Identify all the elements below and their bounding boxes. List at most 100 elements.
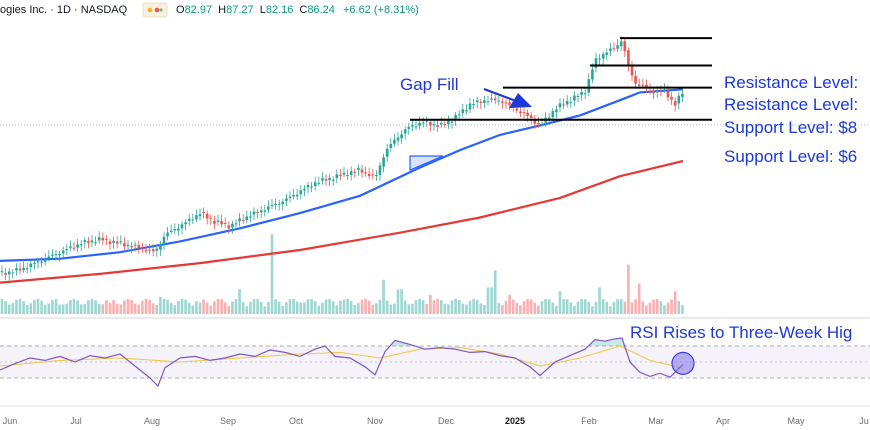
candle [313, 176, 317, 191]
volume-bar [519, 305, 522, 314]
volume-bar [483, 304, 486, 314]
volume-bar [324, 299, 328, 314]
candle [133, 241, 137, 252]
candle [569, 96, 573, 108]
volume-bar [187, 302, 191, 314]
annotations: Gap Fill Resistance Level: Resistance Le… [400, 73, 858, 342]
volume-bar [432, 300, 436, 314]
gap-fill-arrow [483, 87, 532, 108]
volume-bar [465, 304, 468, 314]
candle [220, 215, 223, 228]
volume-bar [576, 301, 580, 314]
volume-bar [51, 299, 54, 314]
volume-bar [97, 303, 101, 314]
volume-bar [328, 298, 331, 314]
candle [141, 242, 144, 253]
candle [36, 257, 40, 269]
volume-bar [87, 300, 90, 314]
volume-bar [306, 299, 310, 314]
volume-bar [573, 306, 576, 314]
rsi-line [0, 337, 684, 388]
candle [130, 242, 133, 254]
volume-bar [357, 303, 360, 314]
candle [209, 214, 213, 225]
volume-bar [184, 299, 187, 314]
volume-bar [252, 299, 256, 314]
candle [396, 132, 400, 146]
candle [47, 250, 51, 262]
ohlc-close-label: C [299, 4, 307, 16]
volume-bar [418, 298, 421, 314]
volume-bar [256, 299, 259, 314]
volume-bar [303, 302, 306, 314]
volume-bar [227, 305, 231, 314]
candle [306, 182, 310, 194]
candle [105, 235, 108, 245]
x-tick-label: Dec [438, 416, 455, 426]
candle [213, 215, 216, 229]
candle [231, 220, 234, 234]
candle [159, 240, 162, 256]
candle [227, 221, 231, 234]
volume-bar [551, 302, 555, 314]
candle [490, 92, 493, 103]
candle [533, 114, 537, 129]
volume-bar [436, 298, 439, 314]
volume-bar [11, 302, 15, 314]
volume-bar [76, 300, 79, 314]
candle [360, 164, 364, 178]
candle [259, 206, 263, 219]
volume-bar [43, 304, 47, 314]
volume-bar [677, 301, 681, 314]
volume-bar [195, 301, 198, 314]
volume-bar [299, 302, 303, 314]
candle [673, 97, 677, 112]
volume-bar [47, 303, 51, 314]
candle [58, 250, 61, 262]
volume-bar [148, 299, 151, 314]
candle [493, 92, 497, 105]
volume-bar [263, 306, 267, 314]
candle [645, 79, 648, 93]
candle [191, 213, 195, 225]
volume-bar [396, 289, 400, 314]
candle [281, 198, 285, 211]
candle [97, 231, 101, 244]
volume-bar [295, 301, 299, 314]
volume-bar [292, 299, 295, 314]
volume-bar [108, 302, 112, 314]
candle [11, 269, 15, 279]
candle [562, 98, 565, 109]
indicator-settings-icon[interactable] [142, 2, 168, 18]
candle [101, 232, 105, 246]
volume-bar [18, 298, 22, 314]
volume-bar [349, 300, 353, 314]
volume-bar [241, 302, 245, 314]
x-tick-label: Jul [70, 416, 82, 426]
volume-bar [673, 291, 677, 314]
volume-bar [583, 299, 587, 314]
candle [339, 169, 342, 181]
volume-bar [274, 299, 277, 314]
candle [328, 174, 331, 187]
x-tick-label: Ju [859, 416, 869, 426]
candle [51, 249, 54, 261]
volume-bar [144, 298, 148, 314]
candle [303, 185, 306, 197]
chart-header: ogies Inc. · 1D · NASDAQ O82.97 H87.27 L… [0, 2, 419, 18]
volume-bar [126, 298, 130, 314]
volume-bar [58, 304, 61, 314]
candle [169, 224, 173, 235]
candle [587, 73, 591, 97]
x-tick-label: Mar [648, 416, 664, 426]
volume-bar [169, 303, 173, 314]
volume-bar [234, 299, 238, 314]
volume-bar [29, 303, 33, 314]
candle [43, 253, 47, 266]
pennant-pattern [409, 155, 444, 171]
x-tick-label: May [787, 416, 805, 426]
volume-bar [339, 300, 342, 314]
rsi-pane [0, 337, 870, 388]
volume-bar [223, 302, 227, 314]
